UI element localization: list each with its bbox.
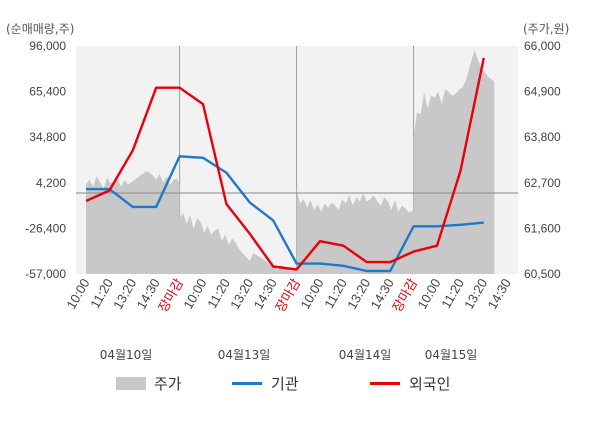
y-right-tick-label: 66,000 (524, 39, 561, 53)
price-area-series (86, 50, 495, 274)
x-tick-label: 14:30 (485, 276, 514, 312)
y-right-tick-label: 61,600 (524, 221, 561, 235)
x-tick-label: 10:00 (414, 276, 443, 312)
legend-label-price: 주가 (154, 375, 182, 393)
x-tick-label: 10:00 (180, 276, 209, 312)
legend-label-institution: 기관 (271, 375, 299, 393)
x-tick-label: 13:20 (461, 276, 490, 312)
x-tick-label: 13:20 (344, 276, 373, 312)
date-label: 04월13일 (218, 348, 271, 362)
price-area (86, 50, 495, 274)
legend: 주가 기관 외국인 (116, 375, 450, 393)
legend-swatch-price (116, 377, 146, 390)
y-left-tick-labels: 96,000 65,400 34,800 4,200 -26,400 -57,000 (25, 39, 66, 281)
y-right-tick-label: 63,800 (524, 130, 561, 144)
y-left-tick-label: 34,800 (29, 130, 66, 144)
date-labels: 04월10일 04월13일 04월14일 04월15일 (100, 348, 478, 362)
y-left-tick-label: 96,000 (29, 39, 66, 53)
x-tick-label: 10:00 (297, 276, 326, 312)
date-label: 04월14일 (339, 348, 392, 362)
y-left-tick-label: -26,400 (25, 221, 66, 235)
line-series (85, 57, 485, 273)
x-tick-labels: 10:0011:2013:2014:30장마감10:0011:2013:2014… (63, 276, 513, 315)
y-left-tick-label: 4,200 (36, 176, 66, 190)
x-tick-label-close: 장마감 (272, 276, 303, 315)
y-left-tick-label: 65,400 (29, 85, 66, 99)
y-right-axis-label: (주가,원) (523, 22, 569, 36)
x-tick-label: 13:20 (110, 276, 139, 312)
y-right-tick-label: 60,500 (524, 267, 561, 281)
x-tick-label: 13:20 (227, 276, 256, 312)
legend-swatch-institution (232, 382, 262, 385)
institution-line (86, 155, 484, 273)
y-right-tick-label: 62,700 (524, 176, 561, 190)
date-label: 04월15일 (425, 348, 478, 362)
date-label: 04월10일 (100, 348, 153, 362)
y-left-tick-label: -57,000 (25, 267, 66, 281)
y-right-tick-label: 64,900 (524, 85, 561, 99)
y-left-axis-label: (순매매량,주) (6, 22, 74, 36)
x-tick-label-close: 장마감 (155, 276, 186, 315)
y-right-tick-labels: 66,000 64,900 63,800 62,700 61,600 60,500 (524, 39, 561, 281)
x-tick-label-close: 장마감 (389, 276, 420, 315)
legend-swatch-foreign (370, 382, 400, 385)
foreign-line (85, 57, 485, 271)
legend-label-foreign: 외국인 (409, 375, 450, 393)
x-tick-label: 10:00 (63, 276, 92, 312)
